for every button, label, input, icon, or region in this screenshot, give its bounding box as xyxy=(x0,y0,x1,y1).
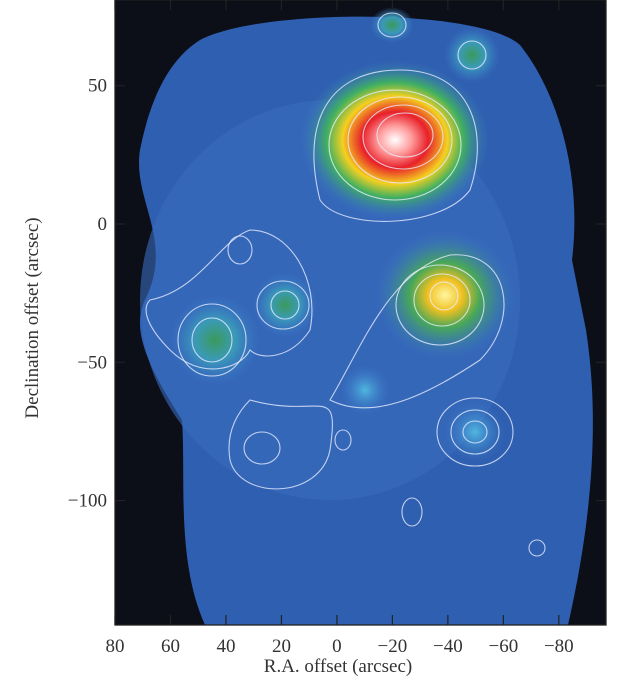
x-tick-label: 40 xyxy=(216,636,235,657)
x-tick-label: −60 xyxy=(489,636,519,657)
x-axis-label: R.A. offset (arcsec) xyxy=(264,656,412,677)
y-tick-label: −50 xyxy=(77,352,107,373)
x-tick-label: −20 xyxy=(378,636,408,657)
x-tick-label: 80 xyxy=(106,636,125,657)
x-tick-label: −40 xyxy=(433,636,463,657)
y-tick-label: −100 xyxy=(68,491,107,512)
x-tick-label: 0 xyxy=(332,636,342,657)
map-image xyxy=(115,0,606,625)
y-tick-label: 0 xyxy=(98,214,108,235)
x-tick-label: 20 xyxy=(272,636,291,657)
x-tick-label: −80 xyxy=(544,636,574,657)
y-axis-label: Declination offset (arcsec) xyxy=(22,217,43,418)
y-tick-label: 50 xyxy=(88,76,107,97)
x-tick-label: 60 xyxy=(161,636,180,657)
plot-frame xyxy=(114,0,607,626)
